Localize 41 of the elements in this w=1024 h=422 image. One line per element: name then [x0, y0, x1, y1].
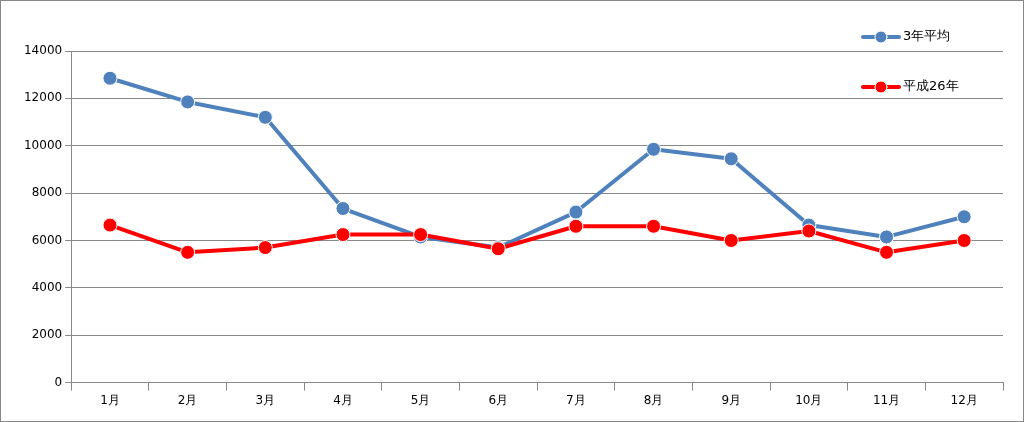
- x-tick-label: 1月: [100, 392, 120, 407]
- point: [102, 217, 118, 233]
- point: [180, 244, 196, 260]
- point: [879, 244, 895, 260]
- point: [956, 232, 972, 248]
- point: [335, 201, 351, 217]
- point: [646, 218, 662, 234]
- x-tick-label: 8月: [643, 392, 664, 407]
- x-tick-label: 6月: [488, 392, 509, 407]
- x-tick-label: 10月: [795, 392, 823, 407]
- point: [257, 109, 273, 125]
- y-tick-label: 2000: [31, 327, 63, 342]
- y-tick-label: 12000: [23, 90, 63, 105]
- x-tick-label: 2月: [177, 392, 198, 407]
- x-tick-label: 3月: [255, 392, 276, 407]
- point: [646, 141, 662, 157]
- x-tick-label: 11月: [872, 392, 901, 407]
- y-tick-label: 8000: [31, 185, 63, 200]
- y-tick-label: 10000: [23, 137, 63, 152]
- point: [257, 240, 273, 256]
- x-tick-label: 12月: [950, 392, 978, 407]
- y-tick-label: 6000: [31, 232, 63, 247]
- x-tick-label: 9月: [721, 392, 742, 407]
- x-tick-label: 7月: [566, 392, 586, 407]
- point: [956, 209, 972, 225]
- point: [180, 94, 196, 110]
- x-tick-label: 4月: [333, 392, 353, 407]
- legend-label: 平成26年: [903, 78, 959, 94]
- y-tick-label: 4000: [31, 279, 63, 294]
- point: [801, 223, 817, 239]
- y-tick-label: 0: [54, 374, 63, 389]
- point: [723, 232, 739, 248]
- point: [879, 229, 895, 245]
- point: [568, 204, 584, 220]
- point: [568, 218, 584, 234]
- y-tick-label: 14000: [23, 43, 63, 58]
- x-tick-label: 5月: [410, 392, 431, 407]
- point: [102, 70, 118, 86]
- point: [335, 227, 351, 243]
- point: [723, 151, 739, 167]
- legend-label: 3年平均: [903, 28, 951, 44]
